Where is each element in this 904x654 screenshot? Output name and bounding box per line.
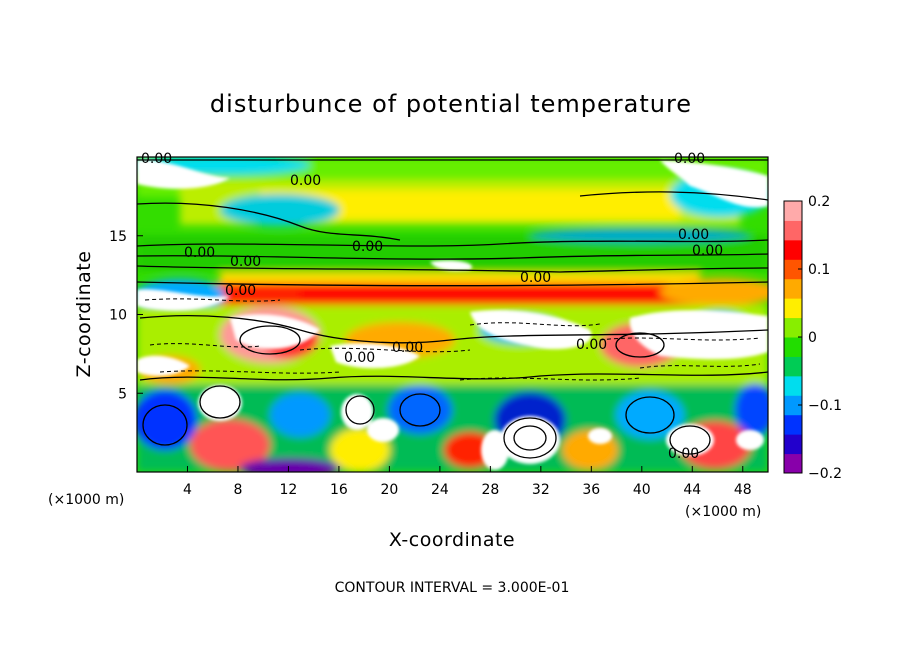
colorbar-swatch: [784, 375, 802, 396]
y-tick-label: 10: [109, 308, 127, 324]
colorbar-tick-label: −0.1: [808, 398, 842, 414]
x-tick-label: 8: [233, 482, 242, 498]
contour-label: 0.00: [225, 283, 256, 299]
colorbar-swatch: [784, 317, 802, 338]
contour-label: 0.00: [230, 254, 261, 270]
y-axis-label: Z-coordinate: [73, 251, 95, 378]
contour-interval-note: CONTOUR INTERVAL = 3.000E-01: [335, 580, 570, 596]
contour-label: 0.00: [141, 151, 172, 167]
x-tick-label: 44: [683, 482, 701, 498]
colorbar-tick-label: −0.2: [808, 466, 842, 482]
contour-label: 0.00: [352, 239, 383, 255]
colorbar-ticks: 0.2 0.1 0 −0.1 −0.2: [798, 194, 842, 482]
y-units-right: (×1000 m): [685, 504, 761, 520]
heatmap-field: [137, 157, 768, 472]
colorbar-tick-label: 0.2: [808, 194, 830, 210]
colorbar-swatch: [784, 414, 802, 435]
colorbar-tick-label: 0.1: [808, 262, 830, 278]
colorbar-swatch: [784, 278, 802, 299]
contour-label: 0.00: [184, 245, 215, 261]
x-tick-label: 24: [431, 482, 449, 498]
x-tick-label: 32: [532, 482, 550, 498]
contour-label: 0.00: [520, 270, 551, 286]
contour-labels: 0.00 0.00 0.00 0.00 0.00 0.00 0.00 0.00 …: [141, 151, 723, 462]
x-tick-label: 12: [280, 482, 298, 498]
y-tick-label: 15: [109, 229, 127, 245]
contour-label: 0.00: [576, 337, 607, 353]
x-tick-label: 16: [330, 482, 348, 498]
colorbar-swatch: [784, 356, 802, 377]
contour-label: 0.00: [392, 340, 423, 356]
colorbar-swatch: [784, 298, 802, 319]
colorbar-swatch: [784, 434, 802, 455]
x-tick-label: 20: [380, 482, 398, 498]
contour-label: 0.00: [290, 173, 321, 189]
contour-label: 0.00: [344, 350, 375, 366]
contour-label: 0.00: [678, 227, 709, 243]
x-tick-label: 4: [183, 482, 192, 498]
colorbar-swatch: [784, 259, 802, 280]
colorbar-swatch: [784, 453, 802, 474]
x-tick-label: 36: [582, 482, 600, 498]
colorbar-frame: [783, 200, 803, 474]
colorbar: [784, 201, 802, 474]
colorbar-swatch: [784, 337, 802, 357]
contour-label: 0.00: [668, 446, 699, 462]
colorbar-tick-label: 0: [808, 330, 817, 346]
contour-label: 0.00: [692, 243, 723, 259]
y-axis-ticks: 5 10 15: [109, 229, 143, 402]
colorbar-swatch: [784, 395, 802, 416]
x-tick-label: 28: [481, 482, 499, 498]
x-axis-label: X-coordinate: [389, 529, 515, 551]
colorbar-swatch: [784, 201, 802, 221]
contour-lines: [137, 159, 768, 459]
colorbar-swatch: [784, 220, 802, 241]
y-tick-label: 5: [118, 386, 127, 402]
x-tick-label: 40: [633, 482, 651, 498]
x-axis-ticks: 4 8 12 16 20 24 28 32 36 40 44 48: [183, 466, 752, 498]
x-tick-label: 48: [734, 482, 752, 498]
contour-label: 0.00: [674, 151, 705, 167]
colorbar-swatch: [784, 239, 802, 260]
chart-title: disturbunce of potential temperature: [210, 90, 692, 118]
x-units-left: (×1000 m): [48, 492, 124, 508]
